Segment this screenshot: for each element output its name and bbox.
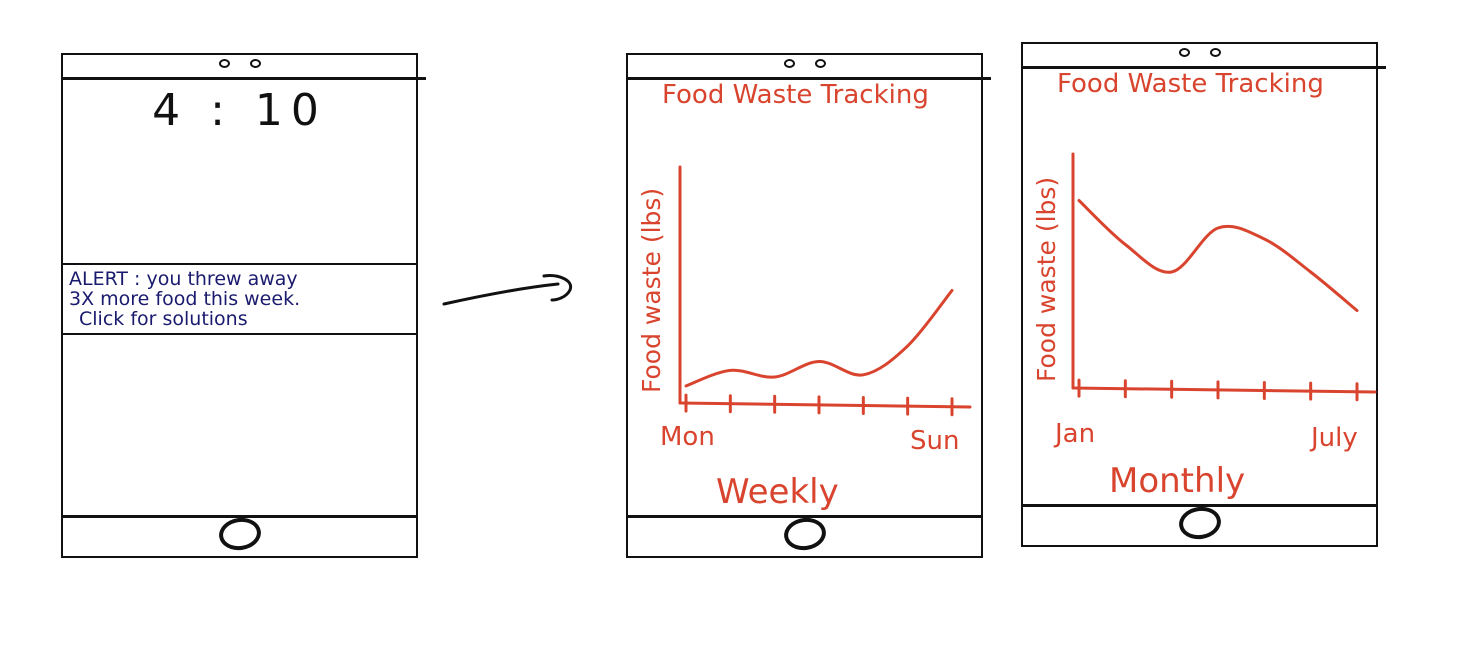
weekly-food-waste-chart: Food Waste Tracking Food waste (lbs) Mon… [637, 80, 972, 512]
monthly-food-waste-chart: Food Waste Tracking Food waste (lbs) Jan… [1032, 69, 1377, 501]
sensor-dot-icon [783, 59, 795, 68]
y-axis-label: Food waste (lbs) [1032, 177, 1061, 382]
camera-sensor [1178, 48, 1221, 57]
status-bar-divider [61, 77, 426, 80]
monthly-tracking-phone: Food Waste Tracking Food waste (lbs) Jan… [1021, 42, 1386, 547]
alert-text-line-2: 3X more food this week. [69, 288, 301, 310]
x-tick-label-end: Sun [910, 426, 959, 456]
camera-sensor [783, 59, 826, 68]
chart-title: Food Waste Tracking [662, 80, 929, 110]
status-bar-divider [626, 77, 991, 80]
chart-title: Food Waste Tracking [1057, 69, 1324, 99]
series-line [1077, 199, 1359, 312]
food-waste-alert-notification[interactable]: ALERT : you threw away 3X more food this… [61, 263, 418, 335]
x-tick-label-start: Mon [660, 422, 715, 452]
sensor-dot-icon [1209, 48, 1221, 57]
x-tick-label-end: July [1309, 423, 1358, 453]
alert-text-line-3: Click for solutions [79, 308, 248, 330]
sensor-dot-icon [218, 59, 230, 68]
home-button-icon[interactable] [216, 515, 263, 553]
lock-screen-time: 4 : 10 [152, 85, 327, 136]
x-axis-line [1071, 386, 1377, 394]
navigation-arrow-icon [442, 274, 573, 306]
bottom-bar-divider [1021, 504, 1378, 507]
sensor-dot-icon [1178, 48, 1190, 57]
status-bar-divider [1021, 66, 1386, 69]
bottom-bar-divider [626, 515, 983, 518]
x-axis-line [678, 401, 972, 409]
sensor-dot-icon [814, 59, 826, 68]
bottom-bar-divider [61, 515, 418, 518]
sensor-dot-icon [249, 59, 261, 68]
weekly-period-label[interactable]: Weekly [716, 472, 839, 512]
alert-text-line-1: ALERT : you threw away [69, 268, 298, 290]
lock-screen-phone: 4 : 10 ALERT : you threw away 3X more fo… [61, 53, 426, 558]
series-line [684, 288, 954, 388]
x-tick-label-start: Jan [1053, 419, 1095, 449]
monthly-period-label[interactable]: Monthly [1109, 461, 1245, 501]
y-axis-label: Food waste (lbs) [637, 188, 666, 393]
weekly-tracking-phone: Food Waste Tracking Food waste (lbs) Mon… [626, 53, 991, 558]
camera-sensor [218, 59, 261, 68]
